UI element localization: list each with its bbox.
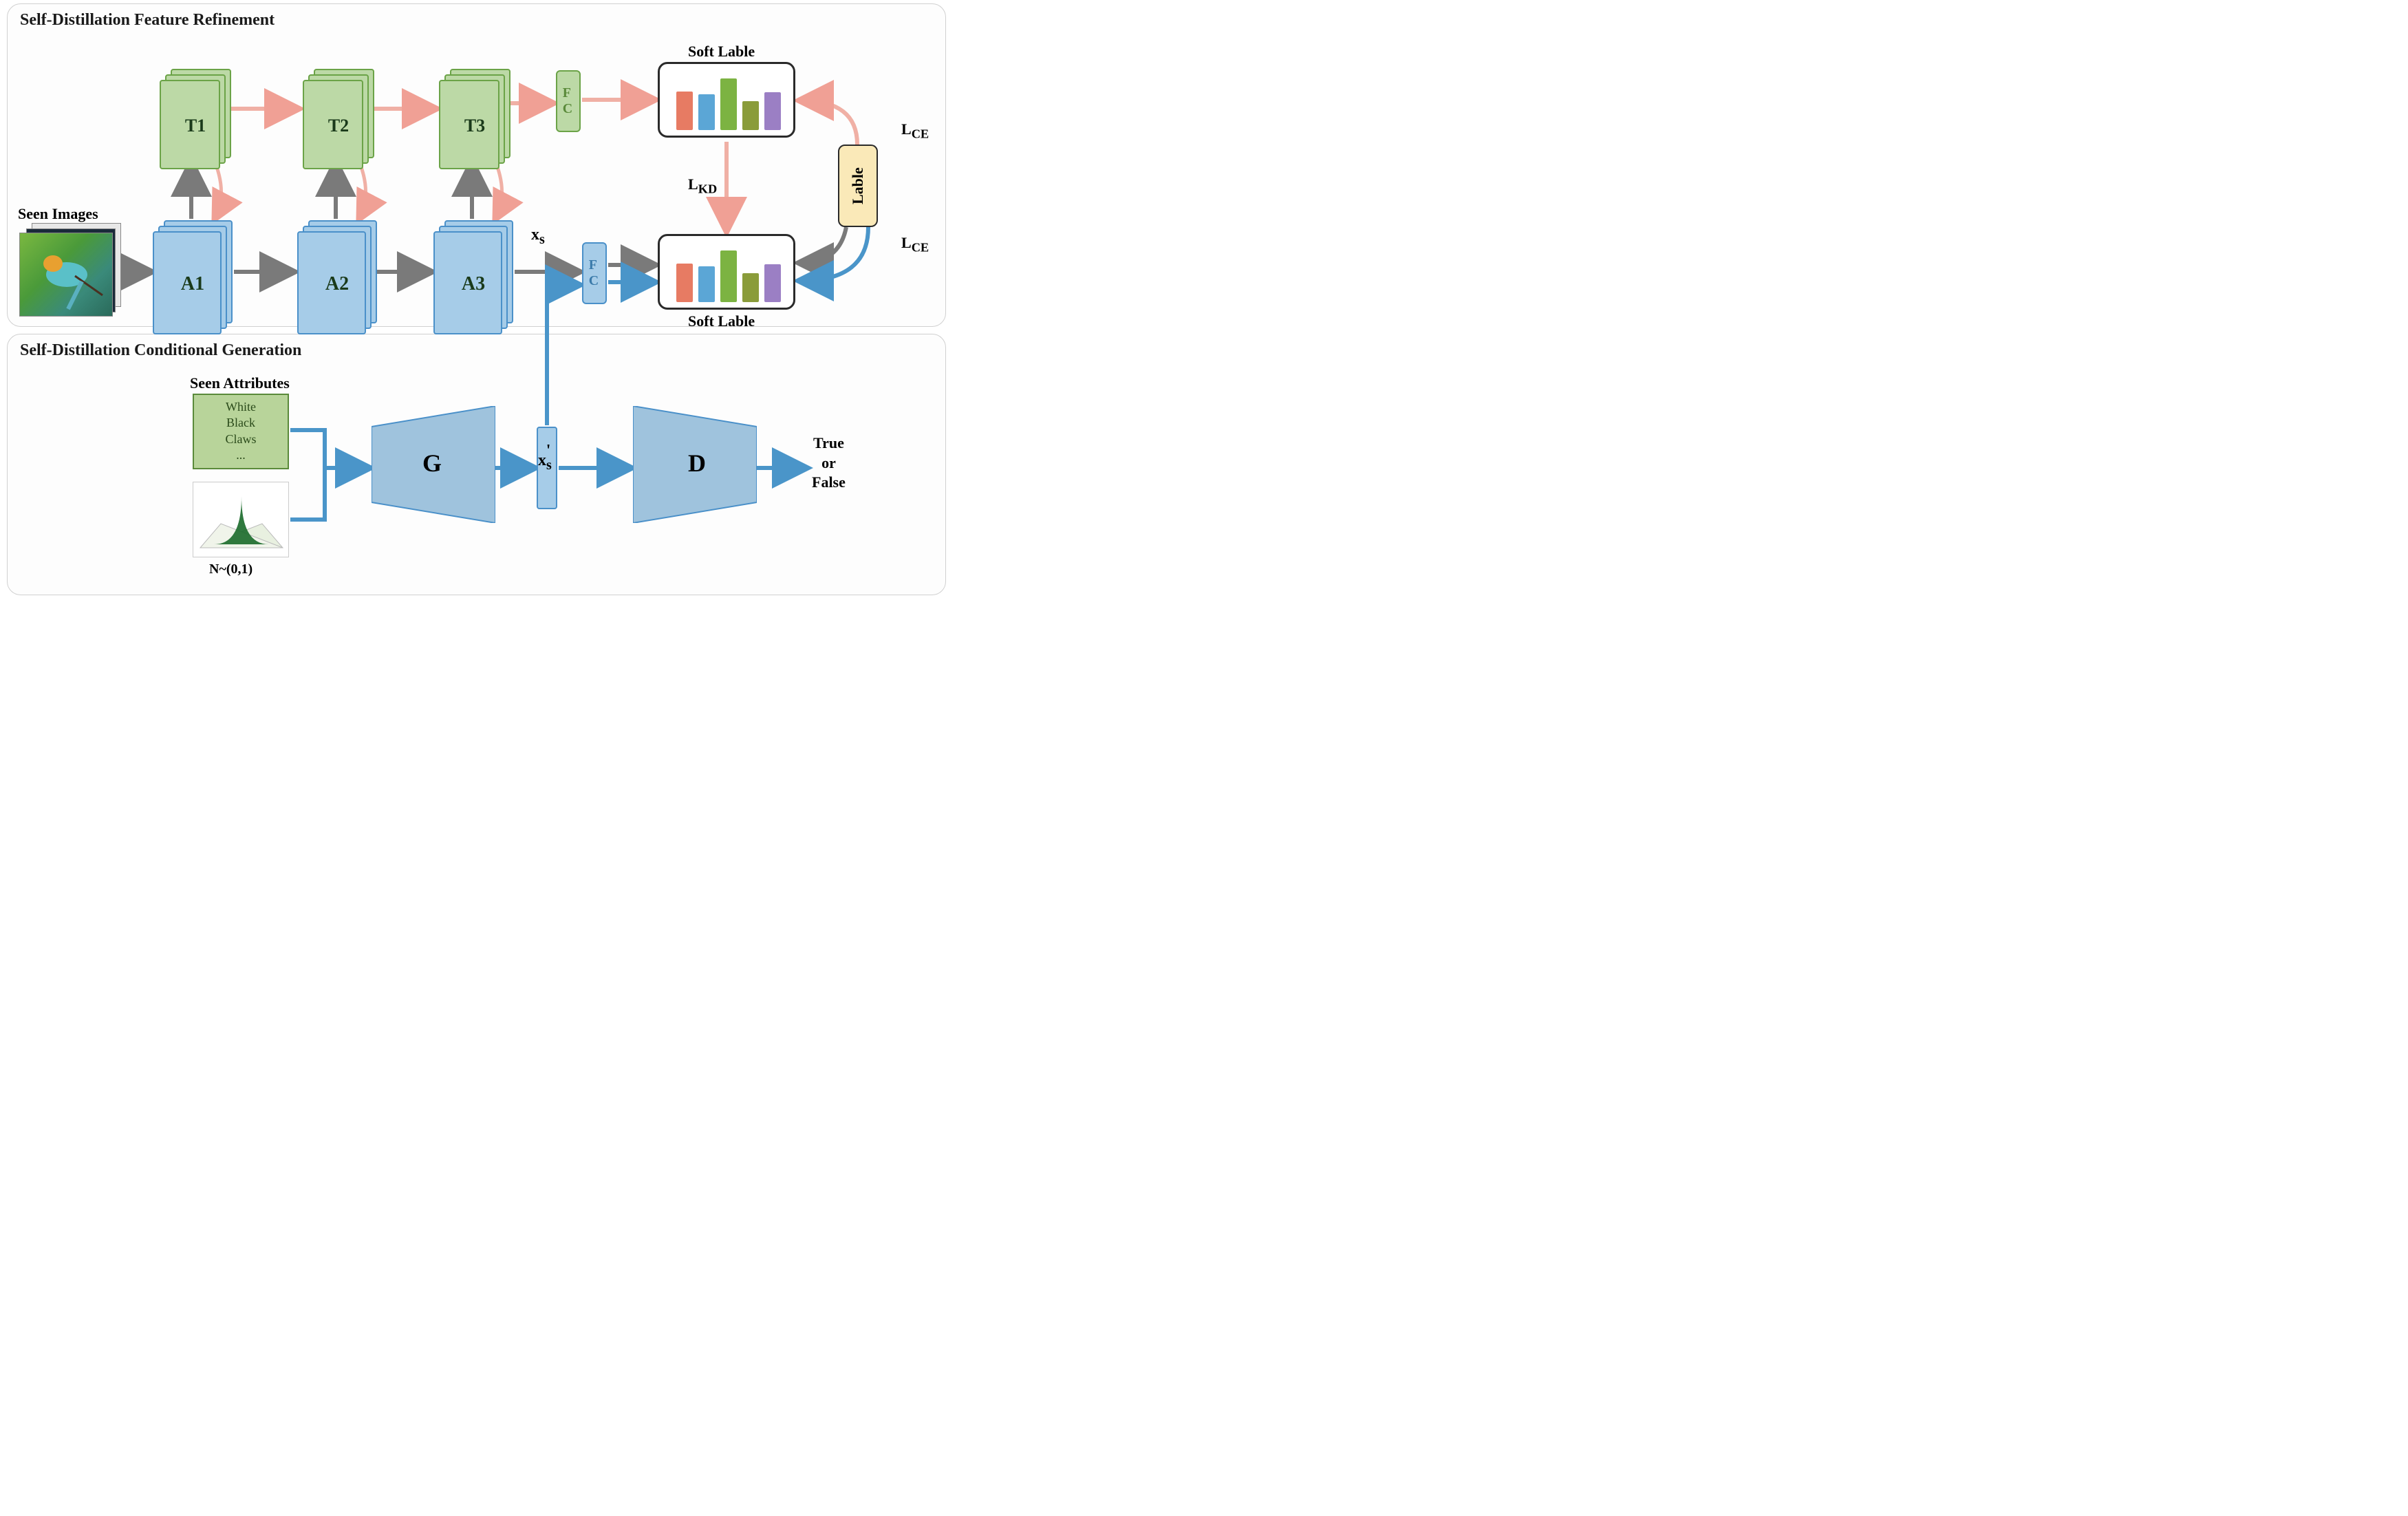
conv-label-a2: A2 xyxy=(303,273,372,295)
chart-bar xyxy=(698,266,715,302)
attribute-line: Claws xyxy=(194,431,288,447)
output-text: TrueorFalse xyxy=(812,434,846,493)
output-line: or xyxy=(812,453,846,473)
chart-bar xyxy=(742,273,759,302)
conv-label-t1: T1 xyxy=(165,116,226,136)
attribute-line: ... xyxy=(194,447,288,463)
bird-icon xyxy=(20,233,114,317)
conv-block-a3: A3 xyxy=(433,220,513,334)
chart-top-label: Soft Lable xyxy=(688,43,755,61)
conv-label-a3: A3 xyxy=(439,273,508,295)
chart-bar xyxy=(676,264,693,302)
loss-lce-top: LCE xyxy=(901,120,929,141)
seen-attributes-label: Seen Attributes xyxy=(190,374,290,392)
chart-bar xyxy=(742,101,759,130)
fc-student: FC xyxy=(582,242,607,304)
label-box: Lable xyxy=(838,145,878,227)
generator-label: G xyxy=(422,449,442,478)
seen-images-label: Seen Images xyxy=(18,205,98,223)
chart-bar xyxy=(764,264,781,302)
chart-bar xyxy=(676,92,693,130)
attributes-box: WhiteBlackClaws... xyxy=(193,394,289,469)
chart-bar xyxy=(720,78,737,130)
conv-label-a1: A1 xyxy=(158,273,227,295)
chart-bottom-label: Soft Lable xyxy=(688,312,755,330)
xs-label: xs xyxy=(531,226,545,248)
output-line: True xyxy=(812,434,846,453)
softlabel-chart-top xyxy=(658,62,795,138)
conv-block-t1: T1 xyxy=(160,69,231,169)
conv-block-t3: T3 xyxy=(439,69,510,169)
discriminator-label: D xyxy=(688,449,706,478)
noise-label: N~(0,1) xyxy=(209,562,252,577)
label-box-text: Lable xyxy=(849,167,867,204)
conv-label-t3: T3 xyxy=(444,116,505,136)
conv-block-a1: A1 xyxy=(153,220,233,334)
xs-prime-label: xs' xyxy=(538,451,556,473)
softlabel-chart-bottom xyxy=(658,234,795,310)
output-line: False xyxy=(812,473,846,493)
loss-lkd: LKD xyxy=(688,175,717,196)
conv-label-t2: T2 xyxy=(308,116,369,136)
fc-teacher: FC xyxy=(556,70,581,132)
attribute-line: White xyxy=(194,399,288,415)
chart-bar xyxy=(698,94,715,130)
chart-bar xyxy=(720,250,737,302)
loss-lce-bottom: LCE xyxy=(901,234,929,255)
image-front xyxy=(19,233,113,317)
attribute-line: Black xyxy=(194,415,288,431)
conv-block-t2: T2 xyxy=(303,69,374,169)
gaussian-icon xyxy=(193,482,290,558)
fc-student-label: FC xyxy=(589,257,600,289)
seen-images-stack xyxy=(19,226,121,315)
chart-bar xyxy=(764,92,781,130)
conv-block-a2: A2 xyxy=(297,220,377,334)
noise-distribution xyxy=(193,482,289,557)
fc-teacher-label: FC xyxy=(563,85,574,117)
